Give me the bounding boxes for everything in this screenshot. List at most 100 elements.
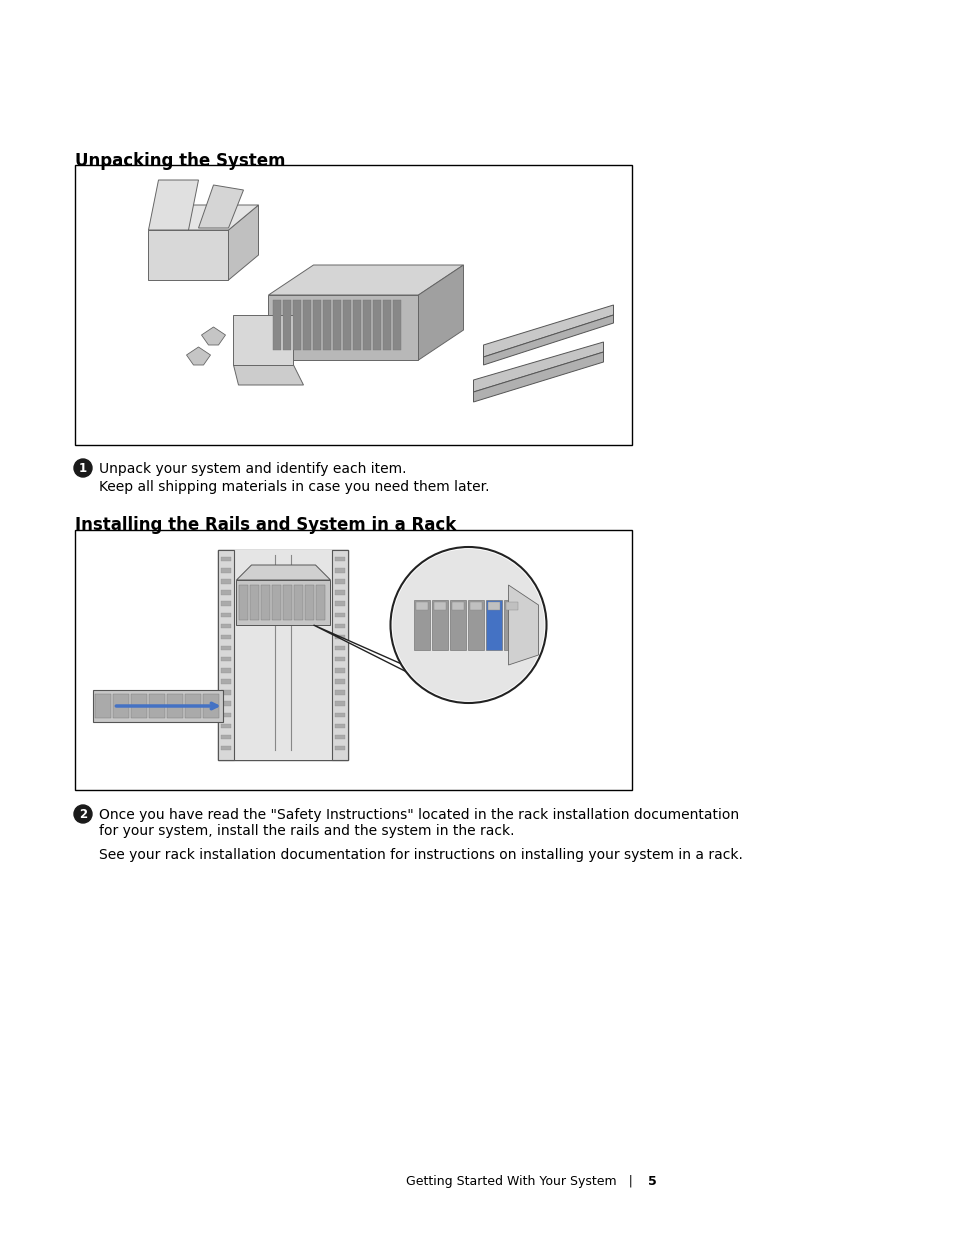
Bar xyxy=(333,550,348,760)
Polygon shape xyxy=(473,342,603,391)
Bar xyxy=(303,300,312,350)
Bar xyxy=(221,657,232,662)
Bar xyxy=(218,550,348,760)
Bar xyxy=(113,694,130,718)
Bar xyxy=(335,713,345,718)
Bar xyxy=(335,701,345,706)
Bar xyxy=(335,568,345,573)
Polygon shape xyxy=(236,564,330,580)
Text: Unpacking the System: Unpacking the System xyxy=(75,152,285,170)
Bar xyxy=(335,746,345,751)
Polygon shape xyxy=(314,625,478,698)
Bar xyxy=(314,300,321,350)
Polygon shape xyxy=(186,347,211,366)
Bar xyxy=(185,694,201,718)
Bar xyxy=(203,694,219,718)
Text: See your rack installation documentation for instructions on installing your sys: See your rack installation documentation… xyxy=(99,848,742,862)
Bar xyxy=(75,165,631,445)
Bar xyxy=(335,579,345,584)
Polygon shape xyxy=(201,327,225,345)
Bar xyxy=(221,613,232,618)
Bar xyxy=(434,601,446,610)
Bar xyxy=(363,300,371,350)
Bar xyxy=(335,590,345,595)
Bar xyxy=(504,600,520,650)
Bar xyxy=(221,601,232,606)
Bar xyxy=(305,585,314,620)
Bar xyxy=(323,300,331,350)
Text: Keep all shipping materials in case you need them later.: Keep all shipping materials in case you … xyxy=(99,480,489,494)
Polygon shape xyxy=(149,205,258,230)
Bar xyxy=(383,300,391,350)
Bar xyxy=(261,585,271,620)
Text: for your system, install the rails and the system in the rack.: for your system, install the rails and t… xyxy=(99,824,514,839)
Circle shape xyxy=(390,547,546,703)
Text: Once you have read the "Safety Instructions" located in the rack installation do: Once you have read the "Safety Instructi… xyxy=(99,808,739,823)
Bar xyxy=(486,600,502,650)
Bar xyxy=(251,585,259,620)
Bar xyxy=(236,580,330,625)
Bar xyxy=(221,701,232,706)
Polygon shape xyxy=(483,315,613,366)
Polygon shape xyxy=(233,366,303,385)
Bar xyxy=(221,724,232,729)
Bar xyxy=(506,601,518,610)
Bar xyxy=(239,585,248,620)
Bar xyxy=(335,635,345,640)
Bar xyxy=(274,300,281,350)
Bar xyxy=(95,694,112,718)
Bar xyxy=(221,568,232,573)
Bar xyxy=(75,530,631,790)
Bar xyxy=(335,624,345,629)
Bar xyxy=(218,550,234,760)
Bar xyxy=(221,735,232,740)
Text: 1: 1 xyxy=(79,462,87,474)
Bar xyxy=(221,668,232,673)
Text: Unpack your system and identify each item.: Unpack your system and identify each ite… xyxy=(99,462,406,475)
Bar xyxy=(354,300,361,350)
Bar xyxy=(335,613,345,618)
Bar xyxy=(335,557,345,562)
Bar xyxy=(221,713,232,718)
Bar xyxy=(273,585,281,620)
Bar xyxy=(221,746,232,751)
Bar xyxy=(150,694,165,718)
Bar xyxy=(316,585,325,620)
Bar xyxy=(221,579,232,584)
Polygon shape xyxy=(473,352,603,403)
Bar xyxy=(432,600,448,650)
Polygon shape xyxy=(483,305,613,357)
Polygon shape xyxy=(268,266,463,295)
Bar xyxy=(468,600,484,650)
Bar xyxy=(335,657,345,662)
Bar xyxy=(221,646,232,651)
Bar xyxy=(221,624,232,629)
Polygon shape xyxy=(233,315,294,366)
Bar xyxy=(374,300,381,350)
Polygon shape xyxy=(149,180,198,230)
Polygon shape xyxy=(149,230,229,280)
Bar xyxy=(234,550,333,760)
Bar xyxy=(221,590,232,595)
Polygon shape xyxy=(229,205,258,280)
Bar xyxy=(334,300,341,350)
Bar xyxy=(132,694,148,718)
Bar xyxy=(343,300,351,350)
Bar xyxy=(335,690,345,695)
Bar xyxy=(416,601,428,610)
Bar xyxy=(452,601,464,610)
Polygon shape xyxy=(268,295,418,359)
Bar xyxy=(335,679,345,684)
Bar xyxy=(488,601,500,610)
Bar xyxy=(450,600,466,650)
Text: Installing the Rails and System in a Rack: Installing the Rails and System in a Rac… xyxy=(75,516,456,534)
Circle shape xyxy=(392,550,544,701)
Circle shape xyxy=(74,459,91,477)
Polygon shape xyxy=(418,266,463,359)
Text: Getting Started With Your System   |: Getting Started With Your System | xyxy=(406,1174,644,1188)
Polygon shape xyxy=(508,585,537,664)
Bar xyxy=(283,585,293,620)
Bar xyxy=(294,585,303,620)
Bar xyxy=(335,724,345,729)
Bar xyxy=(221,557,232,562)
